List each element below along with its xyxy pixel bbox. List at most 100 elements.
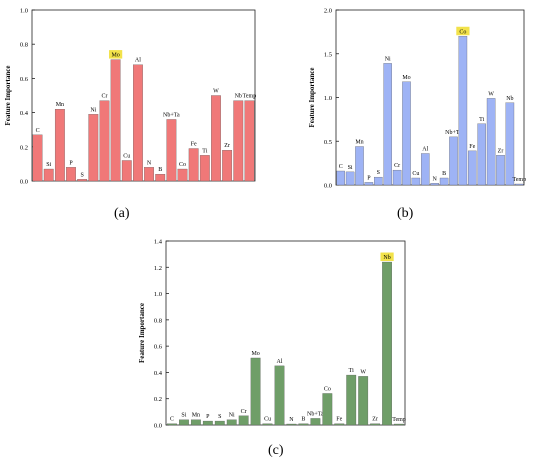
bar-label: Mo bbox=[111, 53, 119, 59]
y-tick-label: 0.2 bbox=[20, 144, 28, 151]
bar-nb bbox=[233, 100, 244, 182]
bar-mo bbox=[402, 81, 411, 186]
y-tick-label: 0.0 bbox=[20, 179, 28, 186]
bar-label: Co bbox=[459, 29, 466, 35]
bar-label: Cu bbox=[412, 171, 419, 177]
bar-label: Ti bbox=[202, 148, 207, 154]
bar-mn bbox=[355, 146, 364, 186]
bar-label: Mn bbox=[355, 140, 363, 146]
bar-si bbox=[345, 171, 355, 186]
bar-co bbox=[458, 36, 468, 186]
bar-label: W bbox=[488, 91, 494, 97]
bar-label: Zr bbox=[224, 143, 230, 149]
y-tick-label: 0.0 bbox=[324, 183, 332, 190]
y-tick-label: 0.8 bbox=[20, 42, 28, 49]
bar-label: N bbox=[147, 160, 152, 166]
y-tick-label: 1.0 bbox=[324, 95, 332, 102]
bar-label: Al bbox=[135, 58, 141, 64]
bar-n bbox=[430, 183, 439, 186]
bar-label: S bbox=[377, 170, 380, 176]
bar-temp bbox=[244, 100, 255, 182]
bar-b bbox=[439, 177, 449, 186]
bar-label: Nb bbox=[506, 96, 513, 102]
bar-b bbox=[155, 174, 166, 182]
bar-w bbox=[486, 98, 496, 186]
y-tick-label: 1.0 bbox=[154, 291, 162, 298]
bar-label: Nb bbox=[383, 255, 390, 261]
bar-s bbox=[77, 179, 88, 182]
highlight-marker bbox=[380, 252, 394, 262]
bar-c bbox=[336, 170, 345, 186]
bar-label: N bbox=[289, 417, 294, 423]
bar-label: Ti bbox=[349, 368, 354, 374]
y-tick-label: 0.6 bbox=[20, 76, 29, 83]
bar-label: Temp bbox=[243, 94, 257, 100]
bar-label: Mn bbox=[56, 102, 64, 108]
y-axis-label: Feature Importance bbox=[138, 303, 146, 363]
bar-label: Nb+Ta bbox=[307, 411, 324, 417]
bar-w bbox=[358, 376, 369, 426]
bar-label: Nb bbox=[235, 94, 242, 100]
bar-zr bbox=[370, 423, 381, 426]
y-tick-label: 0.6 bbox=[154, 344, 163, 351]
bar-nb-ta bbox=[449, 136, 458, 186]
bar-label: Si bbox=[348, 165, 353, 171]
bar-label: Nb+Ta bbox=[163, 112, 180, 118]
bar-label: W bbox=[360, 369, 366, 375]
bar-zr bbox=[222, 150, 233, 182]
bar-fe bbox=[188, 148, 199, 182]
bar-al bbox=[421, 153, 430, 186]
bar-nb-ta bbox=[310, 418, 321, 426]
bar-label: Ni bbox=[385, 56, 391, 62]
bar-label: B bbox=[158, 167, 162, 173]
bar-label: P bbox=[206, 414, 210, 420]
y-tick-label: 0.4 bbox=[154, 370, 163, 377]
bar-cu bbox=[262, 423, 273, 426]
bar-label: Cu bbox=[123, 153, 130, 159]
bar-cr bbox=[99, 100, 110, 182]
bar-cu bbox=[121, 160, 132, 182]
bar-label: Al bbox=[277, 359, 283, 365]
bar-p bbox=[66, 167, 76, 182]
bar-label: Temp bbox=[513, 177, 527, 183]
bar-mo bbox=[250, 357, 261, 426]
bar-c bbox=[167, 423, 177, 426]
bar-label: Temp bbox=[392, 417, 406, 423]
bar-mn bbox=[54, 109, 65, 182]
panel-label-b: (b) bbox=[397, 206, 414, 221]
bar-label: Si bbox=[46, 162, 51, 168]
bar-label: N bbox=[433, 176, 438, 182]
bar-label: Si bbox=[181, 413, 186, 419]
y-tick-label: 0.2 bbox=[154, 396, 162, 403]
bar-label: W bbox=[213, 89, 219, 95]
bar-label: Fe bbox=[336, 417, 342, 423]
bar-zr bbox=[496, 155, 505, 186]
bar-p bbox=[364, 182, 374, 186]
bar-fe bbox=[468, 150, 477, 186]
bar-label: Zr bbox=[372, 417, 378, 423]
bar-nb bbox=[505, 102, 515, 186]
bar-mn bbox=[190, 419, 201, 426]
highlight-marker bbox=[109, 50, 123, 59]
bar-n bbox=[144, 167, 154, 182]
bar-label: C bbox=[170, 417, 174, 423]
bar-label: S bbox=[81, 172, 84, 178]
bar-label: Co bbox=[179, 162, 186, 168]
panel-label-a: (a) bbox=[114, 206, 130, 221]
bar-si bbox=[179, 419, 189, 426]
bar-ni bbox=[383, 63, 392, 186]
plot-frame bbox=[31, 9, 256, 182]
y-tick-label: 1.0 bbox=[20, 8, 28, 15]
highlight-marker bbox=[456, 26, 470, 36]
bar-label: Mn bbox=[192, 413, 200, 419]
bar-label: C bbox=[339, 164, 343, 170]
bar-label: Cr bbox=[394, 163, 400, 169]
bar-label: Fe bbox=[469, 144, 475, 150]
bar-label: Cu bbox=[264, 417, 271, 423]
y-tick-label: 0.4 bbox=[20, 110, 29, 117]
bar-ti bbox=[346, 374, 357, 426]
bar-ti bbox=[477, 123, 486, 186]
